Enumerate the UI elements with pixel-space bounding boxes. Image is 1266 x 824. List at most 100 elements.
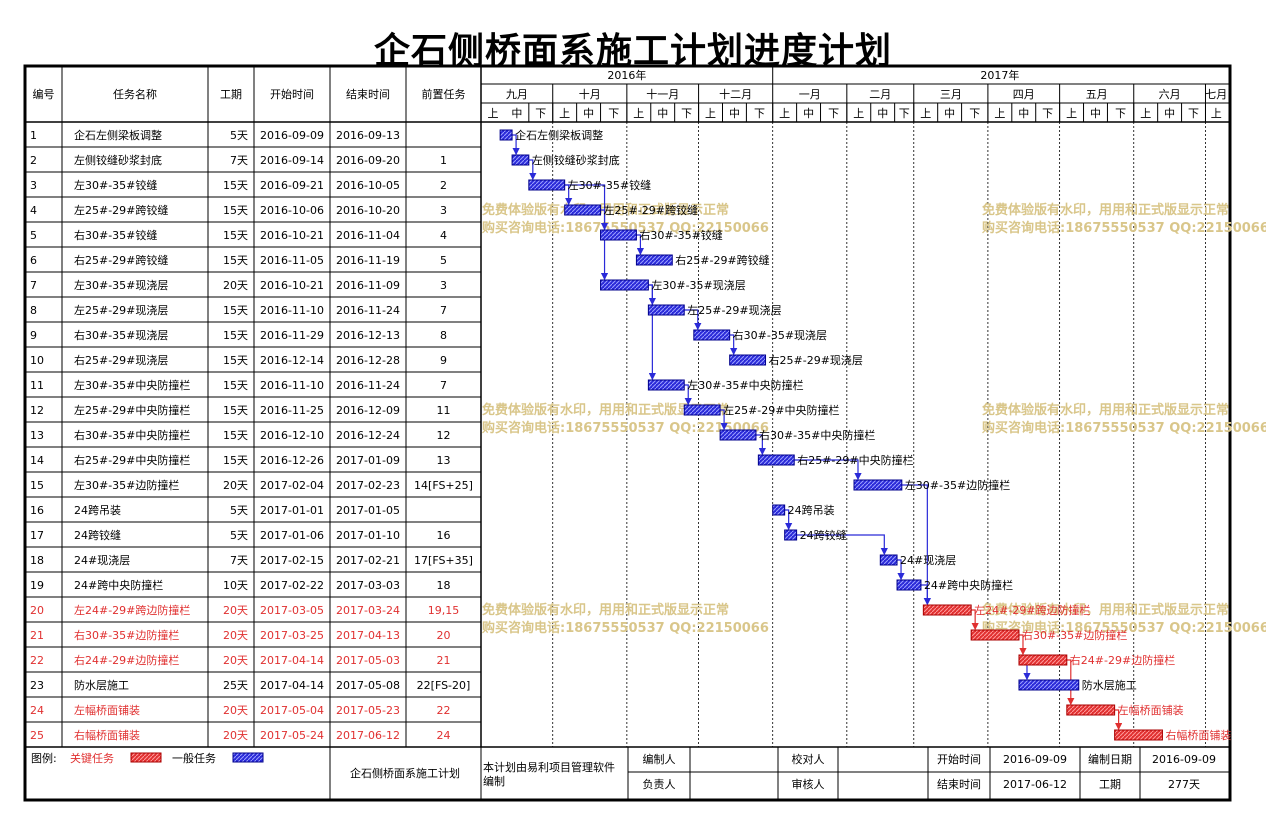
table-row: 4 左25#-29#跨铰缝 15天 2016-10-06 2016-10-20 3 bbox=[30, 203, 447, 217]
task-name: 左25#-29#跨铰缝 bbox=[74, 203, 168, 217]
bar-label: 左25#-29#现浇层 bbox=[687, 304, 781, 317]
task-end: 2017-01-05 bbox=[336, 504, 400, 517]
table-row: 16 24跨吊装 5天 2017-01-01 2017-01-05 bbox=[30, 504, 400, 517]
month-label: 一月 bbox=[799, 88, 821, 101]
gantt-bar bbox=[635, 254, 673, 266]
task-end: 2017-05-08 bbox=[336, 679, 400, 692]
task-start: 2016-12-14 bbox=[260, 354, 324, 367]
software-note: 本计划由易利项目管理软件 bbox=[483, 760, 615, 774]
task-duration: 25天 bbox=[223, 679, 248, 692]
bar-label: 左25#-29#中央防撞栏 bbox=[723, 403, 839, 417]
task-table: 1 企石左侧梁板调整 5天 2016-09-09 2016-09-13 2 左侧铰缝砂浆封底… bbox=[30, 128, 473, 742]
dekad-label: 中 bbox=[944, 107, 955, 120]
col-pred-header: 前置任务 bbox=[422, 87, 466, 101]
task-start: 2016-10-06 bbox=[260, 204, 324, 217]
task-id: 19 bbox=[30, 579, 44, 592]
task-name: 左24#-29#跨边防撞栏 bbox=[74, 603, 190, 617]
gantt-bar bbox=[683, 404, 721, 416]
task-end: 2016-10-20 bbox=[336, 204, 400, 217]
task-id: 18 bbox=[30, 554, 44, 567]
month-label: 二月 bbox=[869, 88, 891, 101]
task-end: 2016-12-13 bbox=[336, 329, 400, 342]
month-label: 十月 bbox=[579, 87, 601, 101]
task-name: 24#现浇层 bbox=[74, 554, 130, 567]
task-end: 2017-05-03 bbox=[336, 654, 400, 667]
month-label: 十一月 bbox=[646, 87, 679, 101]
task-name: 右30#-35#边防撞栏 bbox=[74, 628, 179, 642]
task-predecessor: 11 bbox=[437, 404, 451, 417]
legend-normal-label: 一般任务 bbox=[172, 752, 216, 765]
gantt-bar bbox=[879, 554, 898, 566]
bar-label: 24跨铰缝 bbox=[800, 528, 847, 542]
task-duration: 20天 bbox=[223, 479, 248, 492]
dependency-arrow bbox=[684, 309, 702, 331]
task-start: 2017-05-24 bbox=[260, 729, 324, 742]
task-id: 24 bbox=[30, 704, 44, 717]
task-end: 2016-11-09 bbox=[336, 279, 400, 292]
task-predecessor: 22 bbox=[437, 704, 451, 717]
start-label: 开始时间 bbox=[937, 752, 981, 766]
task-predecessor: 12 bbox=[437, 429, 451, 442]
watermark-line2: 购买咨询电话:18675550537 QQ:22150066 bbox=[482, 620, 769, 636]
dekad-label: 中 bbox=[1018, 107, 1029, 120]
task-start: 2017-04-14 bbox=[260, 679, 324, 692]
dekad-label: 下 bbox=[1042, 107, 1053, 120]
watermark-line2: 购买咨询电话:18675550537 QQ:22150066 bbox=[982, 620, 1266, 636]
gantt-bar bbox=[896, 579, 922, 591]
compile-date-label: 编制日期 bbox=[1088, 752, 1132, 766]
task-name: 右24#-29#边防撞栏 bbox=[74, 653, 179, 667]
task-predecessor: 2 bbox=[440, 179, 447, 192]
bar-label: 右25#-29#中央防撞栏 bbox=[797, 453, 913, 467]
watermark-line2: 购买咨询电话:18675550537 QQ:22150066 bbox=[982, 220, 1266, 236]
dekad-label: 上 bbox=[920, 107, 931, 120]
bar-label: 企石左侧梁板调整 bbox=[515, 128, 603, 142]
gantt-bar bbox=[499, 129, 513, 141]
table-row: 7 左30#-35#现浇层 20天 2016-10-21 2016-11-09 3 bbox=[30, 279, 447, 292]
table-row: 20 左24#-29#跨边防撞栏 20天 2017-03-05 2017-03-24 19… bbox=[30, 603, 459, 617]
task-predecessor: 3 bbox=[440, 279, 447, 292]
task-predecessor: 5 bbox=[440, 254, 447, 267]
plan-name: 企石侧桥面系施工计划 bbox=[350, 766, 460, 780]
dekad-label: 下 bbox=[608, 107, 619, 120]
task-id: 8 bbox=[30, 304, 37, 317]
task-name: 右30#-35#现浇层 bbox=[74, 328, 168, 342]
dekad-label: 下 bbox=[535, 107, 546, 120]
task-start: 2016-10-21 bbox=[260, 229, 324, 242]
watermark-line1: 免费体验版有水印，用用和正式版显示正常 bbox=[482, 202, 729, 218]
task-start: 2017-02-15 bbox=[260, 554, 324, 567]
gantt-bar bbox=[1018, 679, 1080, 691]
task-duration: 15天 bbox=[223, 354, 248, 367]
task-name: 右25#-29#跨铰缝 bbox=[74, 253, 168, 267]
col-id-header: 编号 bbox=[33, 87, 55, 101]
legend-critical-label: 关键任务 bbox=[70, 751, 114, 765]
task-duration: 15天 bbox=[223, 179, 248, 192]
table-row: 15 左30#-35#边防撞栏 20天 2017-02-04 2017-02-23 14[… bbox=[30, 478, 473, 492]
dependency-arrow bbox=[636, 234, 645, 256]
task-end: 2017-01-09 bbox=[336, 454, 400, 467]
bar-label: 左25#-29#跨铰缝 bbox=[604, 203, 698, 217]
bar-label: 左30#-35#现浇层 bbox=[651, 279, 745, 292]
task-name: 左侧铰缝砂浆封底 bbox=[74, 153, 162, 167]
dekad-label: 下 bbox=[828, 107, 839, 120]
task-duration: 15天 bbox=[223, 429, 248, 442]
gantt-bar bbox=[772, 504, 786, 516]
bar-label: 右幅桥面铺装 bbox=[1165, 728, 1231, 742]
task-predecessor: 1 bbox=[440, 154, 447, 167]
task-name: 防水层施工 bbox=[74, 678, 129, 692]
month-label: 六月 bbox=[1159, 88, 1181, 101]
task-duration: 15天 bbox=[223, 454, 248, 467]
task-end: 2016-11-24 bbox=[336, 379, 400, 392]
total-duration-label: 工期 bbox=[1099, 778, 1121, 791]
task-duration: 20天 bbox=[223, 704, 248, 717]
task-end: 2016-09-13 bbox=[336, 129, 400, 142]
dependency-arrow bbox=[1114, 709, 1123, 731]
table-row: 17 24跨铰缝 5天 2017-01-06 2017-01-10 16 bbox=[30, 528, 451, 542]
task-start: 2016-09-09 bbox=[260, 129, 324, 142]
table-grid bbox=[25, 66, 1230, 748]
dependency-links bbox=[512, 134, 1123, 731]
dekad-label: 上 bbox=[559, 107, 570, 120]
bar-label: 右30#-35#现浇层 bbox=[733, 328, 827, 342]
task-start: 2016-11-05 bbox=[260, 254, 324, 267]
